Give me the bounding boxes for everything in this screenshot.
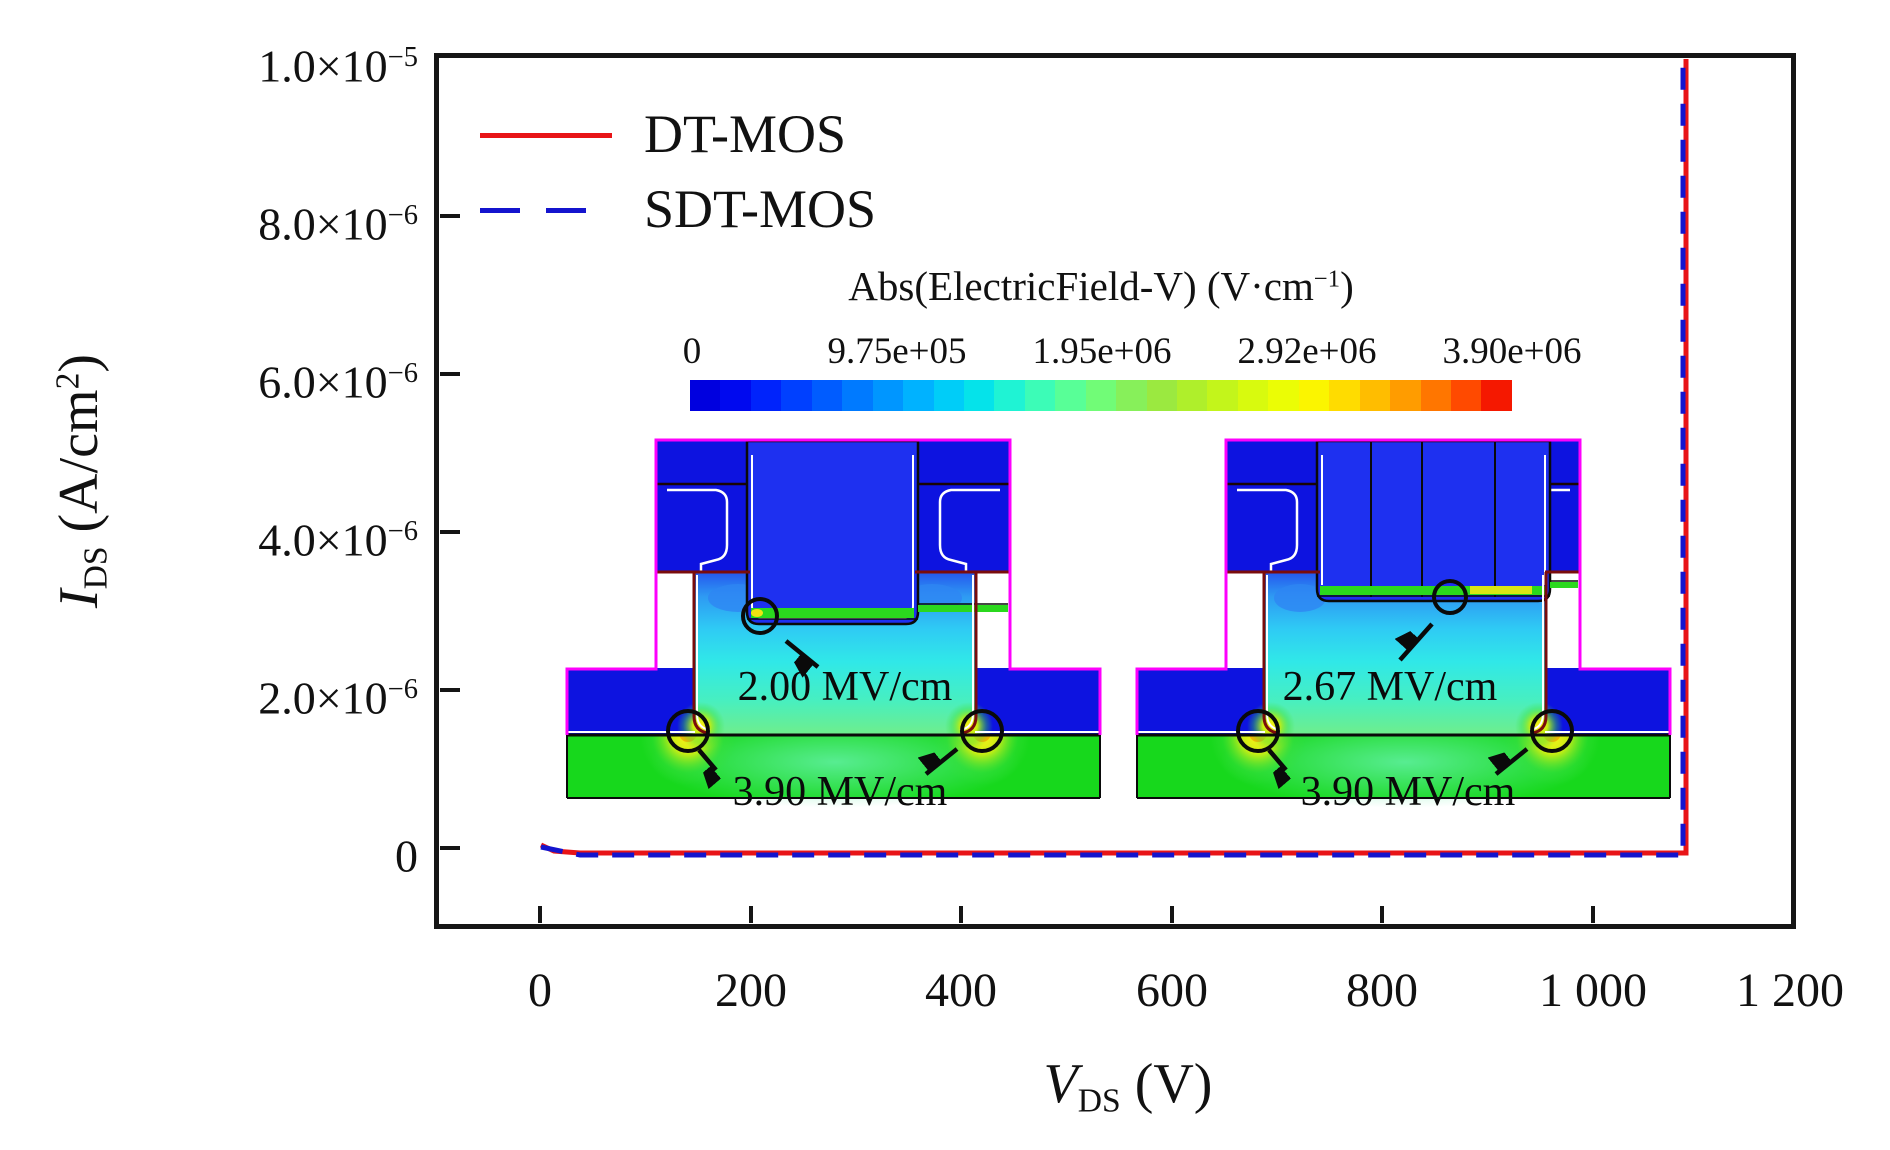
- dtmos-left-wing: [567, 668, 693, 735]
- x-tick-label: 1 000: [1539, 964, 1647, 1017]
- sdtmos-left-wing: [1137, 668, 1263, 735]
- dtmos-right-contour: [938, 488, 1000, 572]
- colorbar-segment: [1085, 380, 1117, 411]
- colorbar-segment: [842, 380, 873, 411]
- colorbar-segment: [1177, 380, 1208, 411]
- colorbar-segment: [933, 380, 964, 411]
- y-tick-label: 8.0×10−6: [258, 198, 418, 250]
- dtmos-right-hotspot-circle: [960, 709, 1004, 753]
- x-tick: [1591, 906, 1595, 923]
- colorbar-segment: [1024, 380, 1056, 411]
- x-axis-title: VDS (V): [1043, 1053, 1213, 1120]
- dtmos-gate-field-label: 2.00 MV/cm: [738, 664, 953, 710]
- dtmos-left-arrow: [697, 748, 716, 770]
- colorbar-segment: [1116, 380, 1147, 411]
- sdtmos-outline: [1135, 438, 1672, 735]
- colorbar-segment: [1420, 380, 1451, 411]
- colorbar-segment: [1359, 380, 1391, 411]
- dtmos-right-wing: [977, 668, 1100, 735]
- colorbar-segment: [750, 380, 782, 411]
- colorbar-segment: [1146, 380, 1177, 411]
- legend-label-dtmos: DT-MOS: [644, 104, 847, 164]
- inset-dtmos: 2.00 MV/cm 3.90 MV/cm: [565, 438, 1102, 815]
- dtmos-gate-oxide-field: [751, 608, 914, 618]
- sdtmos-gate-hotspot-circle: [1432, 579, 1468, 615]
- inset-sdtmos: 2.67 MV/cm 3.90 MV/cm: [1135, 438, 1672, 815]
- colorbar-segment: [1298, 380, 1330, 411]
- colorbar-segment: [690, 380, 721, 411]
- colorbar-segment: [811, 380, 843, 411]
- dtmos-gate-hotspot-circle: [741, 597, 779, 635]
- sdtmos-left-arrow: [1267, 748, 1286, 770]
- colorbar-segment: [1390, 380, 1421, 411]
- colorbar-segment: [903, 380, 934, 411]
- legend-line-dtmos: [480, 133, 612, 138]
- x-tick: [1170, 906, 1174, 923]
- sdtmos-right-hotspot-circle: [1530, 709, 1574, 753]
- colorbar-segment: [963, 380, 995, 411]
- y-tick-label: 2.0×10−6: [258, 672, 418, 724]
- dtmos-gate-arrow: [784, 639, 820, 667]
- x-tick-label: 1 200: [1736, 964, 1844, 1017]
- y-tick-label: 4.0×10−6: [258, 514, 418, 566]
- dtmos-left-contour: [667, 488, 729, 572]
- x-tick-label: 400: [925, 964, 997, 1017]
- colorbar-tick-label: 1.95e+06: [1032, 331, 1172, 372]
- y-tick-label: 0: [395, 830, 418, 882]
- colorbar-segment: [1055, 380, 1086, 411]
- sdtmos-gate-arrow: [1400, 622, 1434, 662]
- x-tick: [1380, 906, 1384, 923]
- sdtmos-left-contour: [1237, 488, 1299, 572]
- colorbar-segment: [1481, 380, 1512, 411]
- colorbar-segment: [1237, 380, 1269, 411]
- dtmos-outline: [565, 438, 1102, 735]
- colorbar-gradient: [690, 380, 1512, 411]
- sdtmos-bottom-field-label: 3.90 MV/cm: [1301, 769, 1516, 815]
- colorbar-tick-label: 9.75e+05: [827, 331, 967, 372]
- x-tick-label: 200: [715, 964, 787, 1017]
- colorbar-segment: [872, 380, 904, 411]
- dtmos-left-hotspot-circle: [666, 709, 710, 753]
- y-tick-label: 6.0×10−6: [258, 356, 418, 408]
- sdtmos-gate-field-label: 2.67 MV/cm: [1283, 664, 1498, 710]
- y-tick: [440, 530, 460, 534]
- plot-area: [434, 53, 1796, 929]
- colorbar-segment: [1450, 380, 1482, 411]
- dtmos-bottom-field-label: 3.90 MV/cm: [733, 769, 948, 815]
- dtmos-gate-trench: [745, 439, 920, 626]
- y-tick-label: 1.0×10−5: [258, 40, 418, 92]
- legend-label-sdtmos: SDT-MOS: [644, 179, 877, 239]
- colorbar-segment: [720, 380, 751, 411]
- x-tick-label: 600: [1136, 964, 1208, 1017]
- x-tick-label: 800: [1346, 964, 1418, 1017]
- sdtmos-split-trenches: [1315, 439, 1552, 603]
- sdtmos-right-wing: [1547, 668, 1670, 735]
- sdtmos-right-arrow: [1496, 747, 1529, 776]
- colorbar-segment: [994, 380, 1025, 411]
- x-tick: [749, 906, 753, 923]
- x-tick: [538, 906, 542, 923]
- colorbar-tick-label: 0: [682, 331, 702, 372]
- colorbar-tick-label: 3.90e+06: [1442, 331, 1582, 372]
- y-tick: [440, 846, 460, 850]
- sdtmos-left-hotspot-circle: [1236, 709, 1280, 753]
- x-tick-label: 0: [528, 964, 552, 1017]
- colorbar-title: Abs(ElectricField-V) (V·cm−1): [848, 263, 1354, 309]
- colorbar-segment: [1268, 380, 1299, 411]
- y-tick: [440, 688, 460, 692]
- dtmos-right-arrow: [926, 747, 959, 776]
- colorbar-segment: [781, 380, 812, 411]
- colorbar-tick-label: 2.92e+06: [1237, 331, 1377, 372]
- colorbar-segment: [1207, 380, 1238, 411]
- curve-sdtmos: [540, 59, 1686, 858]
- y-tick: [440, 214, 460, 218]
- legend-line-sdtmos: [480, 208, 612, 213]
- colorbar-segment: [1329, 380, 1360, 411]
- y-tick: [440, 372, 460, 376]
- x-tick: [959, 906, 963, 923]
